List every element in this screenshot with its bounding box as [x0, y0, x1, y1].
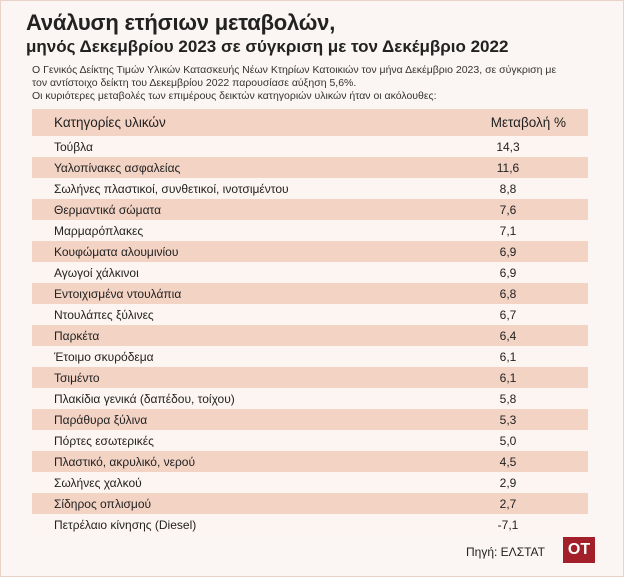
value-cell: 6,1 — [308, 346, 588, 367]
value-cell: 6,8 — [308, 283, 588, 304]
value-cell: 8,8 — [308, 178, 588, 199]
intro-text: Ο Γενικός Δείκτης Τιμών Υλικών Κατασκευή… — [32, 64, 592, 103]
table-row: Πλακίδια γενικά (δαπέδου, τοίχου) 5,8 — [32, 388, 588, 409]
value-cell: 6,7 — [308, 304, 588, 325]
table-row: Παρκέτα 6,4 — [32, 325, 588, 346]
table-row: Πλαστικό, ακρυλικό, νερού 4,5 — [32, 451, 588, 472]
source-text: Πηγή: ΕΛΣΤΑΤ — [466, 545, 546, 559]
intro-line-1: Ο Γενικός Δείκτης Τιμών Υλικών Κατασκευή… — [32, 64, 557, 76]
value-cell: 5,8 — [308, 388, 588, 409]
category-cell: Τσιμέντο — [32, 367, 308, 388]
table-row: Σίδηρος οπλισμού 2,7 — [32, 493, 588, 514]
table-row: Πόρτες εσωτερικές 5,0 — [32, 430, 588, 451]
category-cell: Μαρμαρόπλακες — [32, 220, 308, 241]
table-row: Παράθυρα ξύλινα 5,3 — [32, 409, 588, 430]
category-cell: Θερμαντικά σώματα — [32, 199, 308, 220]
table-header-row: Κατηγορίες υλικών Μεταβολή % — [32, 109, 588, 136]
category-cell: Σωλήνες πλαστικοί, συνθετικοί, ινοτσιμέν… — [32, 178, 308, 199]
value-cell: 4,5 — [308, 451, 588, 472]
value-cell: 6,1 — [308, 367, 588, 388]
value-cell: 5,0 — [308, 430, 588, 451]
table-row: Πετρέλαιο κίνησης (Diesel) -7,1 — [32, 514, 588, 535]
footer: Πηγή: ΕΛΣΤΑΤ OT — [0, 537, 624, 577]
table-row: Σωλήνες πλαστικοί, συνθετικοί, ινοτσιμέν… — [32, 178, 588, 199]
category-cell: Αγωγοί χάλκινοι — [32, 262, 308, 283]
table-row: Αγωγοί χάλκινοι 6,9 — [32, 262, 588, 283]
table-row: Κουφώματα αλουμινίου 6,9 — [32, 241, 588, 262]
value-cell: 5,3 — [308, 409, 588, 430]
intro-line-2: τον αντίστοιχο δείκτη του Δεκεμβρίου 202… — [32, 77, 357, 89]
table-row: Εντοιχισμένα ντουλάπια 6,8 — [32, 283, 588, 304]
value-cell: 11,6 — [308, 157, 588, 178]
category-cell: Παράθυρα ξύλινα — [32, 409, 308, 430]
value-cell: 7,1 — [308, 220, 588, 241]
category-cell: Πόρτες εσωτερικές — [32, 430, 308, 451]
category-cell: Ντουλάπες ξύλινες — [32, 304, 308, 325]
category-cell: Πλακίδια γενικά (δαπέδου, τοίχου) — [32, 388, 308, 409]
category-cell: Πλαστικό, ακρυλικό, νερού — [32, 451, 308, 472]
table-body: Τούβλα 14,3 Υαλοπίνακες ασφαλείας 11,6 Σωλήν… — [32, 136, 588, 535]
value-cell: 14,3 — [308, 136, 588, 157]
category-cell: Εντοιχισμένα ντουλάπια — [32, 283, 308, 304]
value-cell: -7,1 — [308, 514, 588, 535]
value-cell: 2,7 — [308, 493, 588, 514]
value-cell: 6,4 — [308, 325, 588, 346]
table-row: Ντουλάπες ξύλινες 6,7 — [32, 304, 588, 325]
value-cell: 6,9 — [308, 241, 588, 262]
header-value: Μεταβολή % — [308, 109, 588, 136]
category-cell: Πετρέλαιο κίνησης (Diesel) — [32, 514, 308, 535]
value-cell: 2,9 — [308, 472, 588, 493]
category-cell: Έτοιμο σκυρόδεμα — [32, 346, 308, 367]
table-row: Μαρμαρόπλακες 7,1 — [32, 220, 588, 241]
category-cell: Σωλήνες χαλκού — [32, 472, 308, 493]
category-cell: Τούβλα — [32, 136, 308, 157]
category-cell: Υαλοπίνακες ασφαλείας — [32, 157, 308, 178]
page-title: Ανάλυση ετήσιων μεταβολών, — [26, 10, 336, 35]
page-subtitle: μηνός Δεκεμβρίου 2023 σε σύγκριση με τον… — [26, 37, 509, 56]
ot-logo: OT — [563, 537, 595, 563]
table-row: Τούβλα 14,3 — [32, 136, 588, 157]
value-cell: 6,9 — [308, 262, 588, 283]
header-category: Κατηγορίες υλικών — [32, 109, 308, 136]
table-row: Υαλοπίνακες ασφαλείας 11,6 — [32, 157, 588, 178]
value-cell: 7,6 — [308, 199, 588, 220]
category-cell: Παρκέτα — [32, 325, 308, 346]
table-row: Έτοιμο σκυρόδεμα 6,1 — [32, 346, 588, 367]
table-row: Σωλήνες χαλκού 2,9 — [32, 472, 588, 493]
table-row: Τσιμέντο 6,1 — [32, 367, 588, 388]
changes-table: Κατηγορίες υλικών Μεταβολή % Τούβλα 14,3 Υ… — [32, 109, 588, 535]
intro-line-3: Οι κυριότερες μεταβολές των επιμέρους δε… — [32, 90, 437, 102]
category-cell: Κουφώματα αλουμινίου — [32, 241, 308, 262]
category-cell: Σίδηρος οπλισμού — [32, 493, 308, 514]
table-row: Θερμαντικά σώματα 7,6 — [32, 199, 588, 220]
